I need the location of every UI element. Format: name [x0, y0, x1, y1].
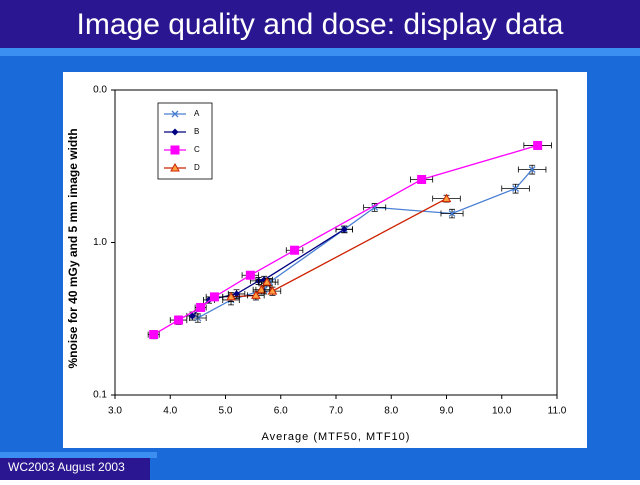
x-axis-label: Average (MTF50, MTF10) — [262, 431, 411, 443]
chart-panel — [63, 72, 587, 448]
marker — [196, 302, 206, 312]
marker — [290, 245, 300, 255]
marker — [170, 145, 180, 155]
marker — [262, 277, 272, 286]
marker — [340, 225, 348, 233]
marker — [512, 185, 520, 192]
marker — [188, 312, 196, 320]
x-tick-label: 5.0 — [219, 406, 233, 417]
legend-label: D — [194, 163, 200, 172]
x-tick-label: 3.0 — [108, 406, 122, 417]
legend-label: B — [194, 127, 199, 136]
chart: 3.0 4.0 5.0 6.0 7.0 8.0 9.0 10.0 11.0 0.1 1.0 0.0 Av… — [66, 85, 567, 443]
y-tick-label: 0.1 — [93, 390, 107, 401]
slide-title: Image quality and dose: display data — [77, 8, 564, 41]
title-bar — [0, 0, 640, 48]
y-tick-label: 0.0 — [93, 85, 107, 96]
x-tick-label: 8.0 — [384, 406, 398, 417]
marker — [226, 291, 236, 301]
marker — [256, 284, 267, 294]
legend-box — [157, 102, 213, 180]
marker — [170, 162, 180, 172]
y-tick-label: 1.0 — [93, 237, 107, 248]
legend-label: C — [194, 145, 200, 154]
marker — [267, 286, 278, 295]
footer-box — [0, 458, 150, 480]
marker — [528, 166, 536, 173]
x-tick-label: 7.0 — [329, 406, 343, 417]
footer-stripe — [0, 452, 157, 458]
marker — [448, 210, 456, 217]
footer-text: WC2003 August 2003 — [8, 460, 125, 474]
y-axis-label: %noise for 40 mGy and 5 mm image width — [66, 128, 80, 368]
marker — [417, 174, 427, 184]
marker — [533, 140, 543, 150]
marker — [171, 110, 179, 118]
x-tick-label: 10.0 — [492, 406, 512, 417]
marker — [171, 128, 179, 136]
x-tick-label: 6.0 — [274, 406, 288, 417]
marker — [233, 290, 241, 298]
marker — [441, 193, 452, 203]
marker — [245, 270, 255, 280]
marker — [209, 292, 219, 302]
marker — [371, 203, 379, 211]
marker — [149, 330, 159, 340]
title-stripe — [0, 48, 640, 56]
x-tick-label: 4.0 — [163, 406, 177, 417]
marker — [174, 315, 184, 325]
x-tick-label: 9.0 — [440, 406, 454, 417]
legend-label: A — [194, 109, 200, 118]
marker — [251, 290, 261, 299]
x-tick-label: 11.0 — [548, 406, 567, 417]
